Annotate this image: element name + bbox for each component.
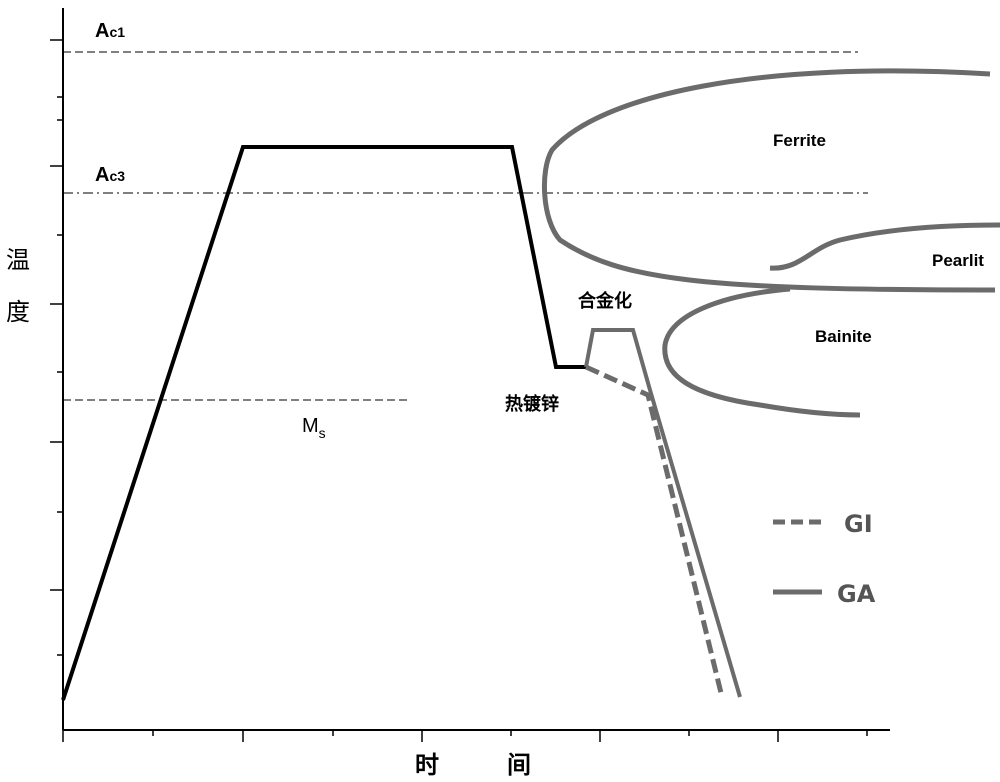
legend-gi-label: GI xyxy=(844,510,873,538)
pearlite-label: Pearlit xyxy=(932,251,984,270)
heat-treatment-path xyxy=(63,147,588,700)
galvanizing-label: 热镀锌 xyxy=(505,393,559,415)
legend-ga-label: GA xyxy=(837,580,876,608)
y-axis-label-1: 温 xyxy=(6,246,30,274)
y-axis-label-2: 度 xyxy=(6,298,30,326)
gi-cooling-path xyxy=(586,367,722,697)
alloying-label: 合金化 xyxy=(578,290,632,312)
y-axis-ticks xyxy=(50,40,63,655)
bainite-curve xyxy=(665,289,860,415)
ga-cooling-path xyxy=(586,330,740,697)
ac1-label: Ac1 xyxy=(95,20,125,42)
x-axis-label-1: 时 xyxy=(415,751,439,779)
x-axis-label-2: 间 xyxy=(507,751,531,779)
legend: GI GA xyxy=(773,510,876,608)
ms-label: Ms xyxy=(302,415,326,441)
ferrite-curve xyxy=(544,71,995,290)
x-axis-ticks xyxy=(63,730,867,742)
ac3-label: Ac3 xyxy=(95,164,125,186)
bainite-label: Bainite xyxy=(815,327,872,346)
ferrite-label: Ferrite xyxy=(773,131,826,150)
